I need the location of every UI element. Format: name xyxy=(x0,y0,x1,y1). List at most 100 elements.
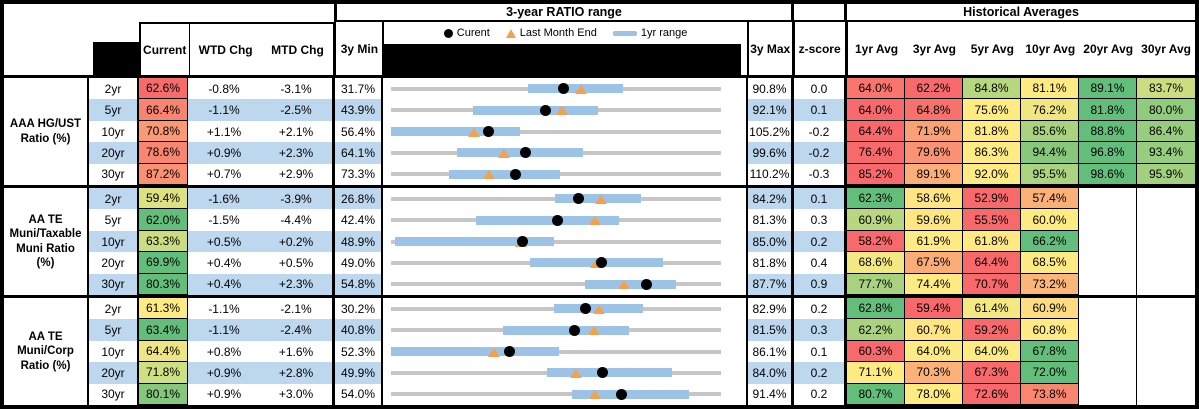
avg-cell xyxy=(1079,383,1137,406)
column-header-row: Current WTD Chg MTD Chg 3y Min Curent La… xyxy=(4,22,1195,78)
legend-range-label: 1yr range xyxy=(640,27,688,39)
wtd-chg-cell: -1.1% xyxy=(208,301,240,316)
col-header-z-score: z-score xyxy=(795,22,848,75)
mtd-chg-cell: +2.3% xyxy=(278,277,314,292)
z-score-cell: 0.1 xyxy=(794,99,847,121)
last-month-triangle-icon xyxy=(505,28,516,38)
mtd-chg-cell: +1.6% xyxy=(278,344,314,359)
range-bar-1yr xyxy=(571,389,690,399)
avg-cell: 60.9% xyxy=(1021,298,1079,320)
current-marker xyxy=(615,388,627,400)
avg-cell: 83.7% xyxy=(1137,78,1195,100)
col-header-30yr-avg: 30yr Avg xyxy=(1141,41,1191,56)
avg-cell: 81.1% xyxy=(1021,78,1079,100)
table-row: 2yr 59.4% -1.6% -3.9% 26.8% 84.2% 0.1 62.3% 58.6… xyxy=(89,188,1195,210)
3y-max-cell: 105.2% xyxy=(748,120,794,143)
3y-max-cell: 85.0% xyxy=(748,230,794,253)
mtd-chg-cell: -2.1% xyxy=(280,301,312,316)
3y-min-cell: 48.9% xyxy=(332,230,383,253)
col-header-current: Current xyxy=(138,22,190,75)
range-chart xyxy=(383,319,748,341)
3y-min-cell: 52.3% xyxy=(332,340,383,363)
current-marker xyxy=(503,346,515,358)
range-bar-1yr xyxy=(546,368,672,378)
3y-min-cell: 43.9% xyxy=(332,99,383,121)
last-month-end-marker xyxy=(588,390,601,400)
current-marker xyxy=(580,303,592,315)
avg-cell xyxy=(1137,252,1195,274)
table-body: AAA HG/UST Ratio (%) 2yr 62.6% -0.8% -3.1% 31… xyxy=(4,78,1195,406)
avg-cell: 86.3% xyxy=(963,142,1021,164)
z-score-cell: 0.0 xyxy=(794,78,847,100)
chart-header-black-box xyxy=(384,44,741,75)
tenor-cell: 30yr xyxy=(101,167,125,182)
mtd-chg-cell: +2.3% xyxy=(278,145,314,160)
current-value-cell: 66.4% xyxy=(137,99,188,121)
mtd-chg-cell: +2.8% xyxy=(278,365,314,380)
avg-cell: 66.2% xyxy=(1021,230,1079,253)
col-header-10yr-avg: 10yr Avg xyxy=(1025,41,1076,56)
table-row: 30yr 87.2% +0.7% +2.9% 73.3% 110.2% -0.3 85.2% 8… xyxy=(89,163,1195,186)
table-row: 10yr 64.4% +0.8% +1.6% 52.3% 86.1% 0.1 60.3% 64.… xyxy=(89,340,1195,363)
avg-cell: 58.6% xyxy=(905,188,963,210)
legend-current: Curent xyxy=(443,27,490,39)
last-month-end-marker xyxy=(574,84,587,94)
3y-min-cell: 30.2% xyxy=(332,298,383,320)
current-value-cell: 78.6% xyxy=(137,142,188,164)
last-month-end-marker xyxy=(498,148,511,158)
current-value-cell: 63.3% xyxy=(137,230,188,253)
avg-cell: 73.8% xyxy=(1021,383,1079,406)
legend-1yr-range: 1yr range xyxy=(612,27,688,39)
table-row: 30yr 80.3% +0.4% +2.3% 54.8% 87.7% 0.9 77.7% 74.… xyxy=(89,273,1195,296)
avg-cell xyxy=(1079,319,1137,341)
tenor-cell: 20yr xyxy=(101,365,125,380)
avg-cell xyxy=(1137,319,1195,341)
3y-max-cell: 92.1% xyxy=(748,99,794,121)
historical-averages-section-title: Historical Averages xyxy=(847,4,1195,22)
range-bar-1yr xyxy=(449,169,560,179)
current-value-cell: 69.9% xyxy=(137,252,188,274)
ratio-group: AA TE Muni/Corp Ratio (%) 2yr 61.3% -1.1% -2… xyxy=(4,295,1195,406)
avg-cell xyxy=(1137,209,1195,231)
avg-cell: 59.4% xyxy=(905,298,963,320)
range-chart xyxy=(383,298,748,320)
legend-last-month-end: Last Month End xyxy=(505,27,597,39)
col-header-mtd-chg: MTD Chg xyxy=(261,22,334,75)
range-chart xyxy=(383,209,748,231)
range-chart xyxy=(383,252,748,274)
avg-cell: 86.4% xyxy=(1137,120,1195,143)
group-rows: 2yr 59.4% -1.6% -3.9% 26.8% 84.2% 0.1 62.3% 58.6… xyxy=(89,188,1195,296)
tenor-cell: 2yr xyxy=(104,81,122,96)
tenor-cell: 10yr xyxy=(101,124,125,139)
last-month-end-marker xyxy=(588,216,601,226)
last-month-end-marker xyxy=(483,170,496,180)
legend-current-label: Curent xyxy=(456,27,490,39)
current-marker xyxy=(517,236,529,248)
mtd-chg-cell: +0.5% xyxy=(278,255,314,270)
current-marker xyxy=(597,367,609,379)
avg-cell: 60.9% xyxy=(847,209,905,231)
wtd-chg-cell: +1.1% xyxy=(206,124,242,139)
z-score-cell: -0.3 xyxy=(794,163,847,186)
current-dot-icon xyxy=(443,28,453,38)
tenor-cell: 20yr xyxy=(101,145,125,160)
avg-cell xyxy=(1079,252,1137,274)
tenor-cell: 5yr xyxy=(104,213,122,228)
zscore-title-spacer xyxy=(794,4,847,22)
3y-max-cell: 90.8% xyxy=(748,78,794,100)
last-month-end-marker xyxy=(468,127,481,137)
table-row: 10yr 63.3% +0.5% +0.2% 48.9% 85.0% 0.2 58.2% 61.… xyxy=(89,230,1195,253)
avg-cell xyxy=(1079,362,1137,384)
avg-cell: 67.3% xyxy=(963,362,1021,384)
3y-max-cell: 110.2% xyxy=(748,163,794,186)
avg-cell: 64.0% xyxy=(847,99,905,121)
wtd-chg-cell: +0.8% xyxy=(206,344,242,359)
z-score-cell: 0.2 xyxy=(794,362,847,384)
avg-cell: 78.0% xyxy=(905,383,963,406)
z-score-cell: 0.3 xyxy=(794,209,847,231)
z-score-cell: 0.2 xyxy=(794,298,847,320)
range-chart xyxy=(383,230,748,253)
wtd-chg-cell: -0.8% xyxy=(208,81,240,96)
z-score-cell: 0.1 xyxy=(794,188,847,210)
3y-min-cell: 54.8% xyxy=(332,273,383,296)
